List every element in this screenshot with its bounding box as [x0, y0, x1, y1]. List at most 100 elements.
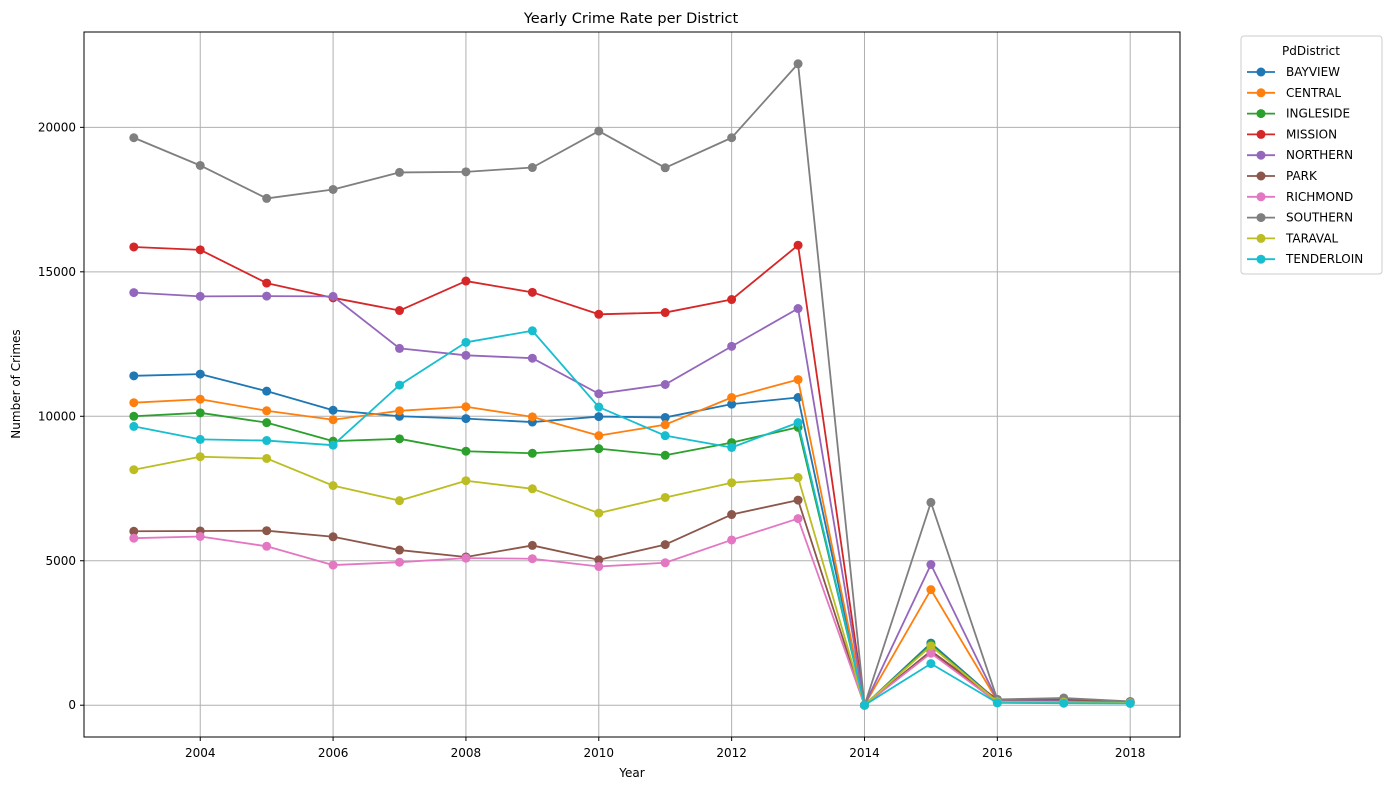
legend-title: PdDistrict — [1282, 44, 1340, 58]
legend-item-central: CENTRAL — [1247, 86, 1341, 100]
data-point-central — [328, 415, 338, 425]
legend-marker — [1256, 150, 1266, 160]
data-point-bayview — [461, 414, 471, 424]
data-point-park — [793, 495, 803, 505]
data-point-central — [461, 402, 471, 412]
legend-item-northern: NORTHERN — [1247, 148, 1353, 162]
data-point-ingleside — [262, 418, 272, 428]
x-tick-label: 2010 — [584, 746, 615, 760]
data-point-tenderloin — [594, 402, 604, 412]
data-point-central — [926, 585, 936, 595]
legend-item-park: PARK — [1247, 169, 1318, 183]
data-point-southern — [660, 163, 670, 173]
data-point-central — [129, 398, 139, 408]
data-point-richmond — [527, 554, 537, 564]
data-point-tenderloin — [992, 698, 1002, 708]
data-point-tenderloin — [328, 440, 338, 450]
data-point-bayview — [195, 369, 205, 379]
legend-marker — [1256, 129, 1266, 139]
data-point-mission — [129, 242, 139, 252]
data-point-richmond — [793, 514, 803, 524]
data-point-central — [195, 394, 205, 404]
data-point-mission — [262, 278, 272, 288]
data-point-northern — [793, 304, 803, 314]
x-tick-label: 2014 — [849, 746, 880, 760]
series-line-mission — [133, 244, 1131, 707]
data-point-tenderloin — [1059, 698, 1069, 708]
series-line-southern — [133, 62, 1131, 707]
x-tick-label: 2012 — [716, 746, 747, 760]
series-line-park — [133, 499, 1131, 707]
data-point-park — [727, 510, 737, 520]
x-tick-label: 2018 — [1115, 746, 1146, 760]
y-tick-label: 5000 — [45, 554, 76, 568]
data-point-northern — [527, 353, 537, 363]
data-point-ingleside — [195, 408, 205, 418]
data-point-ingleside — [527, 448, 537, 458]
x-tick-label: 2006 — [318, 746, 349, 760]
data-point-ingleside — [129, 411, 139, 421]
legend-label: PARK — [1286, 169, 1318, 183]
data-point-park — [660, 540, 670, 550]
data-point-mission — [660, 308, 670, 318]
legend-label: CENTRAL — [1286, 86, 1341, 100]
data-point-mission — [727, 295, 737, 305]
series-line-taraval — [133, 455, 1131, 707]
legend-item-taraval: TARAVAL — [1247, 231, 1339, 245]
data-point-southern — [129, 133, 139, 143]
legend-item-richmond: RICHMOND — [1247, 190, 1353, 204]
legend-items: BAYVIEW CENTRAL INGLESIDE MISSION NORTHERN PA… — [1247, 65, 1363, 266]
data-point-tenderloin — [859, 700, 869, 710]
legend-label: NORTHERN — [1286, 148, 1353, 162]
data-point-bayview — [262, 386, 272, 396]
data-point-bayview — [727, 399, 737, 409]
data-point-bayview — [328, 405, 338, 415]
data-point-tenderloin — [195, 434, 205, 444]
data-point-bayview — [594, 412, 604, 422]
legend-marker — [1256, 254, 1266, 264]
legend-label: SOUTHERN — [1286, 211, 1353, 225]
data-point-northern — [195, 291, 205, 301]
y-tick-label: 0 — [68, 698, 76, 712]
data-point-tenderloin — [727, 442, 737, 452]
y-tick-label: 15000 — [38, 265, 76, 279]
data-point-northern — [328, 291, 338, 301]
legend-label: TARAVAL — [1285, 231, 1339, 245]
data-point-southern — [793, 59, 803, 69]
plot-frame — [83, 31, 1181, 738]
data-point-mission — [461, 276, 471, 286]
data-point-mission — [195, 245, 205, 255]
legend-label: BAYVIEW — [1286, 65, 1340, 79]
data-point-northern — [262, 291, 272, 301]
data-point-central — [594, 431, 604, 441]
data-point-mission — [527, 287, 537, 297]
legend-item-mission: MISSION — [1247, 127, 1337, 141]
data-point-southern — [926, 497, 936, 507]
data-point-taraval — [328, 481, 338, 491]
data-point-southern — [195, 160, 205, 170]
data-point-ingleside — [395, 434, 405, 444]
data-point-taraval — [527, 484, 537, 494]
data-point-tenderloin — [527, 326, 537, 336]
data-point-ingleside — [594, 444, 604, 454]
data-point-central — [660, 420, 670, 430]
data-point-mission — [594, 309, 604, 319]
data-point-park — [262, 526, 272, 536]
data-point-central — [395, 406, 405, 416]
data-point-park — [527, 540, 537, 550]
data-point-central — [727, 393, 737, 403]
legend-frame — [1240, 35, 1383, 275]
data-point-bayview — [660, 412, 670, 422]
data-point-richmond — [594, 562, 604, 572]
x-axis-title: Year — [618, 766, 644, 780]
data-point-ingleside — [461, 446, 471, 456]
data-point-northern — [129, 288, 139, 298]
data-point-tenderloin — [461, 337, 471, 347]
data-point-tenderloin — [793, 418, 803, 428]
x-tick-label: 2004 — [185, 746, 216, 760]
data-point-richmond — [395, 557, 405, 567]
data-point-ingleside — [660, 450, 670, 460]
data-point-southern — [594, 126, 604, 136]
data-point-richmond — [727, 535, 737, 545]
